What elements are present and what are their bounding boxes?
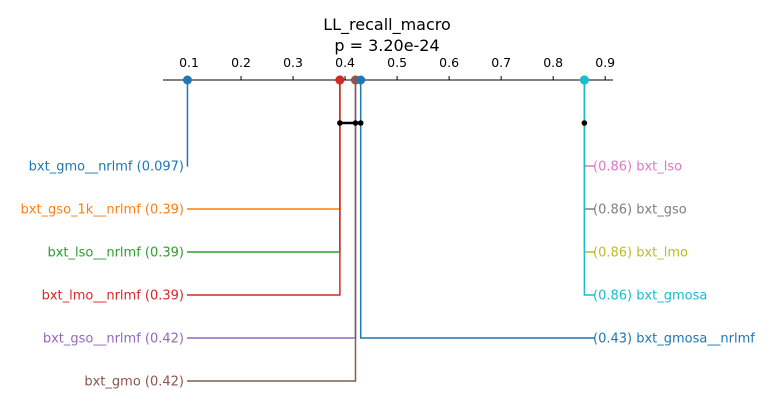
- marker-bxt_gmosa__nrlmf: [356, 76, 365, 85]
- tick-label: 0.5: [387, 55, 407, 70]
- method-connectors: [187, 80, 595, 381]
- method-label-bxt_lmo: (0.86) bxt_lmo: [593, 246, 688, 261]
- clique-dot: [358, 120, 364, 126]
- chart-title: LL_recall_macro: [323, 15, 451, 35]
- method-label-bxt_lso__nrlmf: bxt_lso__nrlmf (0.39): [47, 246, 184, 261]
- method-label-bxt_lso: (0.86) bxt_lso: [593, 160, 682, 175]
- tick-label: 0.6: [439, 55, 459, 70]
- connector-bxt_gmosa__nrlmf: [361, 80, 595, 338]
- connector-bxt_gso: [584, 80, 595, 209]
- method-label-bxt_gmo__nrlmf: bxt_gmo__nrlmf (0.097): [29, 160, 184, 175]
- clique-dot: [337, 120, 343, 126]
- method-label-bxt_gmo: bxt_gmo (0.42): [84, 375, 184, 390]
- method-label-bxt_gso__nrlmf: bxt_gso__nrlmf (0.42): [43, 332, 184, 347]
- tick-label: 0.7: [491, 55, 511, 70]
- connector-bxt_lso__nrlmf: [187, 80, 340, 252]
- connector-bxt_gmo: [187, 80, 355, 381]
- clique-bars: [337, 120, 587, 126]
- marker-bxt_gmosa: [580, 76, 589, 85]
- tick-label: 0.8: [543, 55, 563, 70]
- method-label-bxt_gso_1k__nrlmf: bxt_gso_1k__nrlmf (0.39): [21, 203, 184, 218]
- axis-ticks: 0.1 0.2 0.3 0.4 0.5 0.6 0.7 0.8 0.9: [179, 55, 615, 80]
- method-label-bxt_gmosa: (0.86) bxt_gmosa: [593, 289, 707, 304]
- method-label-bxt_gso: (0.86) bxt_gso: [593, 203, 687, 218]
- tick-label: 0.4: [335, 55, 355, 70]
- marker-bxt_gmo__nrlmf: [183, 76, 192, 85]
- tick-label: 0.3: [283, 55, 303, 70]
- tick-label: 0.2: [231, 55, 251, 70]
- tick-label: 0.9: [595, 55, 615, 70]
- tick-label: 0.1: [179, 55, 199, 70]
- clique-dot: [582, 120, 588, 126]
- method-labels: bxt_gmo__nrlmf (0.097) bxt_gso_1k__nrlmf …: [21, 160, 756, 390]
- marker-bxt_lmo__nrlmf: [335, 76, 344, 85]
- chart-subtitle: p = 3.20e-24: [334, 36, 439, 55]
- method-label-bxt_gmosa__nrlmf: (0.43) bxt_gmosa__nrlmf: [593, 332, 755, 347]
- connector-bxt_gso_1k__nrlmf: [187, 80, 340, 209]
- clique-dot: [353, 120, 359, 126]
- method-label-bxt_lmo__nrlmf: bxt_lmo__nrlmf (0.39): [42, 289, 184, 304]
- connector-bxt_lmo__nrlmf: [187, 80, 340, 295]
- connector-bxt_gmosa: [584, 80, 595, 295]
